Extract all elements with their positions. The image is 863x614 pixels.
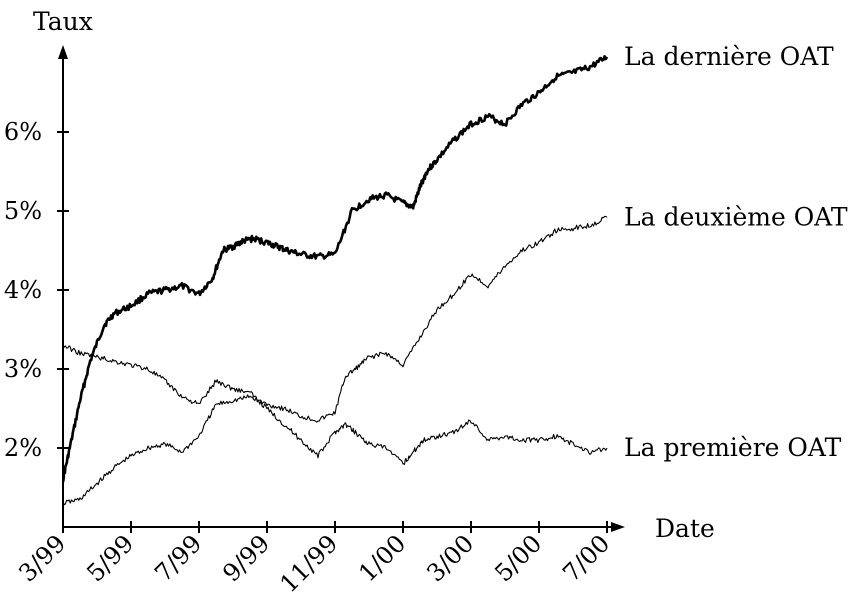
series-label: La deuxième OAT [624, 202, 848, 231]
labels-group: Taux Date 2% 3% 4% 5% 6% 3/99 5/99 7/99 9/99 11/99 1… [4, 7, 848, 598]
series-line [62, 344, 608, 465]
x-tick-label: 3/99 [13, 529, 71, 587]
x-tick-label: 3/00 [421, 529, 479, 587]
y-axis-title: Taux [33, 7, 93, 36]
series-line [61, 55, 609, 483]
x-axis-arrow [611, 522, 625, 532]
y-tick-label: 2% [4, 434, 42, 462]
series-label: La dernière OAT [624, 42, 834, 71]
x-tick-label: 5/99 [81, 529, 139, 587]
y-tick-label: 4% [4, 276, 42, 304]
x-tick-label: 5/00 [489, 529, 547, 587]
axes [57, 45, 625, 533]
y-axis-arrow [58, 45, 68, 59]
series-group [61, 55, 609, 506]
x-tick-label: 7/99 [149, 529, 207, 587]
x-tick-label: 11/99 [275, 529, 344, 598]
x-tick-label: 1/00 [353, 529, 411, 587]
x-tick-label: 7/00 [557, 529, 615, 587]
y-tick-label: 5% [4, 197, 42, 225]
x-tick-label: 9/99 [217, 529, 275, 587]
series-line [62, 215, 608, 506]
x-axis-title: Date [655, 514, 715, 543]
y-tick-label: 6% [4, 118, 42, 146]
y-tick-label: 3% [4, 355, 42, 383]
series-label: La première OAT [624, 433, 842, 462]
